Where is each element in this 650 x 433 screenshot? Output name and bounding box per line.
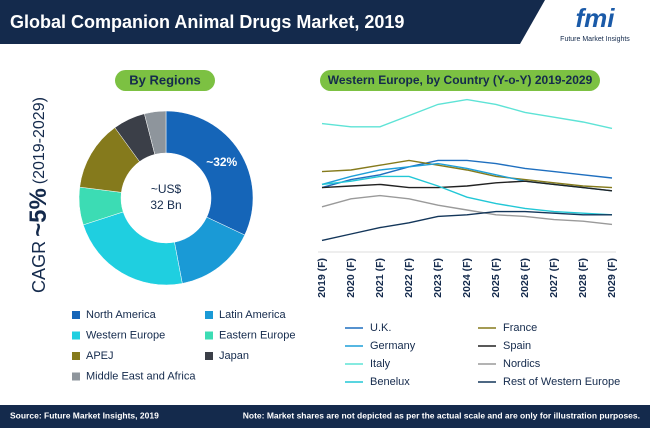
legend-swatch <box>205 352 213 360</box>
legend-swatch <box>72 372 80 381</box>
legend-label: Germany <box>370 340 416 352</box>
legend-label: North America <box>86 309 157 321</box>
footer-bar <box>0 405 650 428</box>
value-label: ~32% <box>206 155 237 169</box>
line-series <box>321 175 613 216</box>
x-tick-label: 2028 (F) <box>577 258 589 298</box>
legend-swatch <box>205 311 213 319</box>
donut-segment <box>82 211 183 286</box>
header-title: Global Companion Animal Drugs Market, 20… <box>10 12 404 32</box>
donut-segment <box>144 110 167 155</box>
legend-label: Western Europe <box>86 329 165 341</box>
legend-label: Nordics <box>503 358 541 370</box>
legend-label: U.K. <box>370 322 391 334</box>
legend-label: Eastern Europe <box>219 329 295 341</box>
x-tick-label: 2026 (F) <box>519 258 531 298</box>
center-label: ~US$ <box>151 182 182 196</box>
logo-tagline: Future Market Insights <box>560 36 630 43</box>
cagr-label: CAGR <box>29 241 49 293</box>
x-tick-label: 2025 (F) <box>490 258 502 298</box>
cagr-value: ~5% <box>25 188 52 237</box>
x-tick-label: 2022 (F) <box>403 258 415 298</box>
legend-swatch <box>72 331 80 340</box>
legend-label: France <box>503 322 537 334</box>
cagr-text: CAGR ~5% (2019-2029) <box>25 97 52 293</box>
legend-label: Latin America <box>219 309 287 321</box>
badge <box>115 70 215 91</box>
legend-label: APEJ <box>86 350 114 362</box>
cagr-period: (2019-2029) <box>31 97 48 184</box>
legend-label: Italy <box>370 358 391 370</box>
legend-swatch <box>72 311 80 319</box>
line-series <box>321 98 613 130</box>
header-bar <box>0 0 545 44</box>
cagr: CAGR ~5% (2019-2029) <box>25 97 52 293</box>
x-tick-label: 2023 (F) <box>432 258 444 298</box>
center-label: 32 Bn <box>150 198 181 212</box>
legend-label: Rest of Western Europe <box>503 376 620 388</box>
x-tick-label: 2029 (F) <box>606 258 618 298</box>
donut-segment <box>165 110 254 236</box>
line-series <box>321 159 613 189</box>
donut-title: By Regions <box>129 72 201 87</box>
footer-source: Source: Future Market Insights, 2019 <box>10 410 159 420</box>
legend-swatch <box>72 352 80 360</box>
line-series <box>321 159 613 189</box>
legend-label: Japan <box>219 350 249 362</box>
logo: fmi <box>576 3 616 33</box>
line-series <box>321 194 613 226</box>
line-series <box>321 210 612 242</box>
badge <box>320 70 600 91</box>
legend-swatch <box>205 331 213 340</box>
legend-label: Spain <box>503 340 531 352</box>
x-tick-label: 2019 (F) <box>316 258 328 298</box>
legend-label: Benelux <box>370 376 410 388</box>
x-tick-label: 2020 (F) <box>345 258 357 298</box>
line-title: Western Europe, by Country (Y-o-Y) 2019-… <box>328 73 593 87</box>
line-series <box>321 180 613 192</box>
legend-label: Middle East and Africa <box>86 370 196 382</box>
x-tick-label: 2021 (F) <box>374 258 386 298</box>
x-tick-label: 2024 (F) <box>461 258 473 298</box>
footer-note: Note: Market shares are not depicted as … <box>243 410 640 420</box>
x-tick-label: 2027 (F) <box>548 258 560 298</box>
